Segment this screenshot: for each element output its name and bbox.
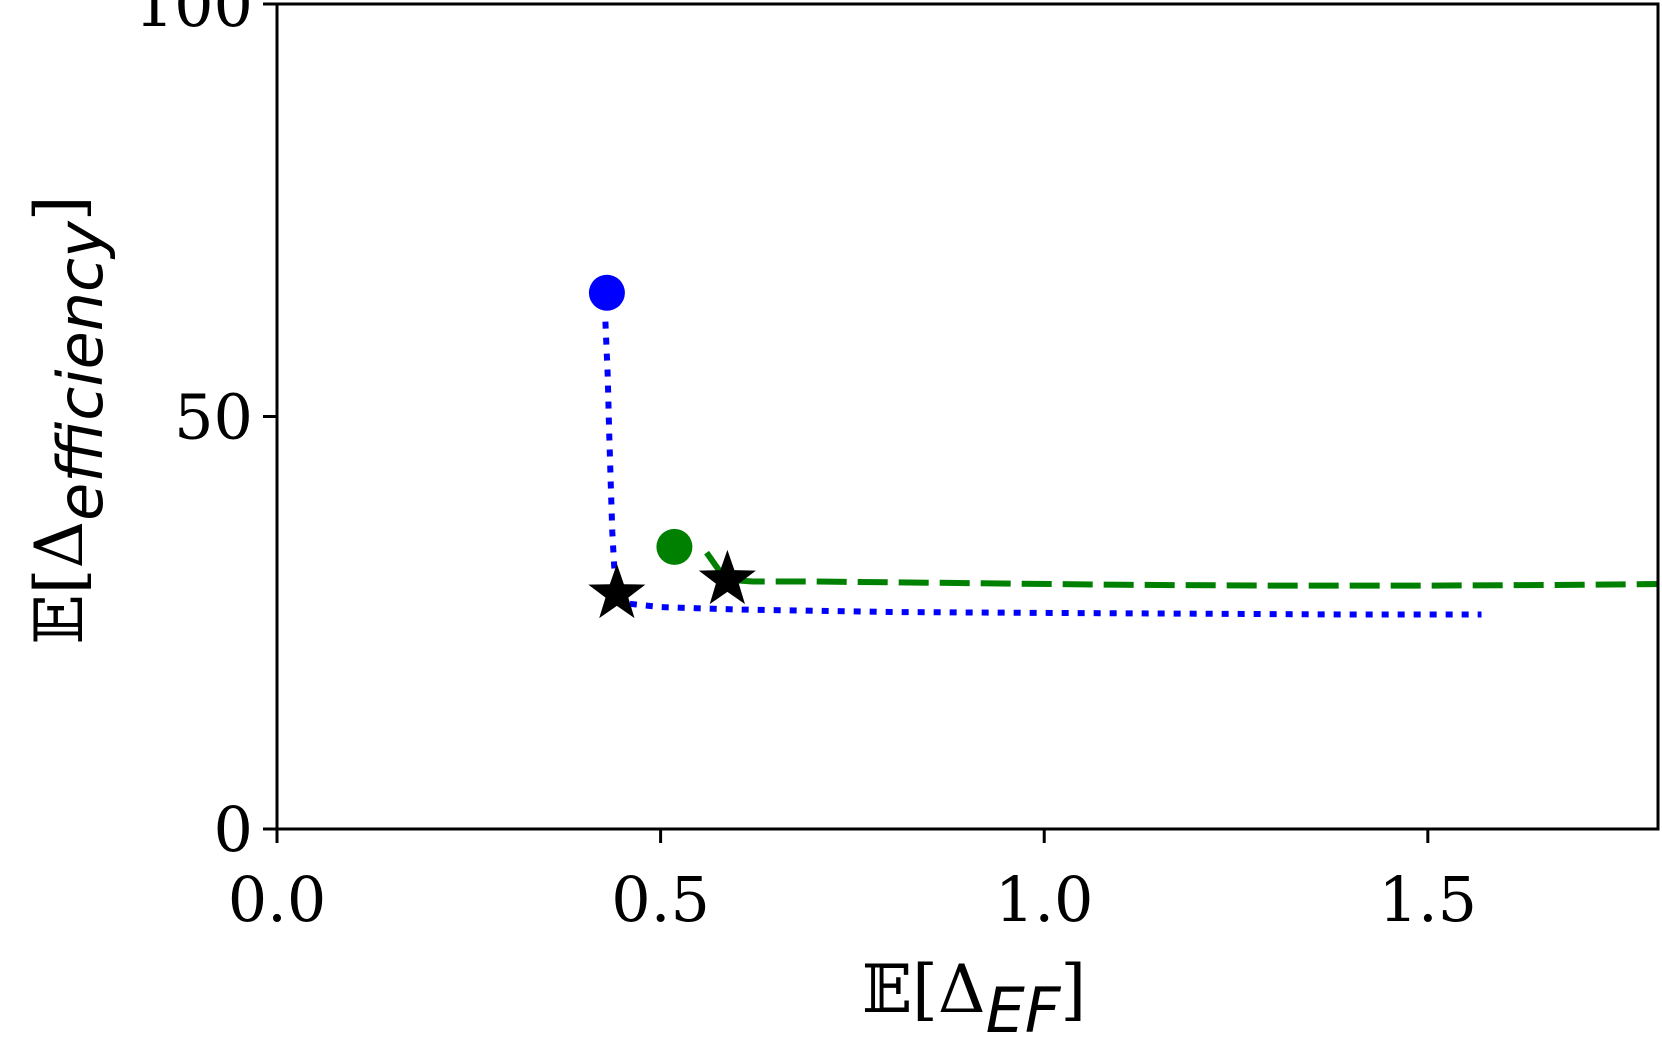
- plot-frame: [275, 2, 1660, 831]
- x-tick-label: 1.5: [1379, 863, 1478, 936]
- start-point-marker-1: [656, 528, 693, 565]
- y-tick-label: 100: [135, 0, 253, 41]
- start-point-marker-0: [588, 274, 625, 311]
- y-axis-label-subscript: efficiency: [44, 220, 117, 521]
- x-axis-label-suffix: ]: [1060, 951, 1086, 1028]
- y-tick-label: 0: [214, 793, 253, 866]
- y-axis-label: 𝔼[Δefficiency]: [21, 195, 117, 644]
- series-layer: [602, 321, 1659, 618]
- x-axis-label-prefix: 𝔼[Δ: [862, 951, 986, 1028]
- x-tick-label: 0.0: [228, 863, 327, 936]
- y-axis-label-prefix: 𝔼[Δ: [21, 521, 98, 645]
- optimum-star-marker-1: [698, 549, 756, 605]
- y-axis-ticks: 0 50 100: [135, 0, 277, 866]
- x-axis-ticks: 0.0 0.5 1.0 1.5: [228, 829, 1477, 936]
- y-axis-label-suffix: ]: [21, 195, 98, 221]
- series-line-1: [704, 550, 1659, 589]
- x-axis-label: 𝔼[ΔEF]: [862, 951, 1086, 1047]
- marker-layer: [588, 274, 756, 619]
- x-tick-label: 0.5: [611, 863, 710, 936]
- x-axis-label-subscript: EF: [986, 974, 1062, 1047]
- optimum-star-marker-0: [588, 563, 646, 619]
- y-tick-label: 50: [174, 381, 253, 454]
- x-tick-label: 1.0: [995, 863, 1094, 936]
